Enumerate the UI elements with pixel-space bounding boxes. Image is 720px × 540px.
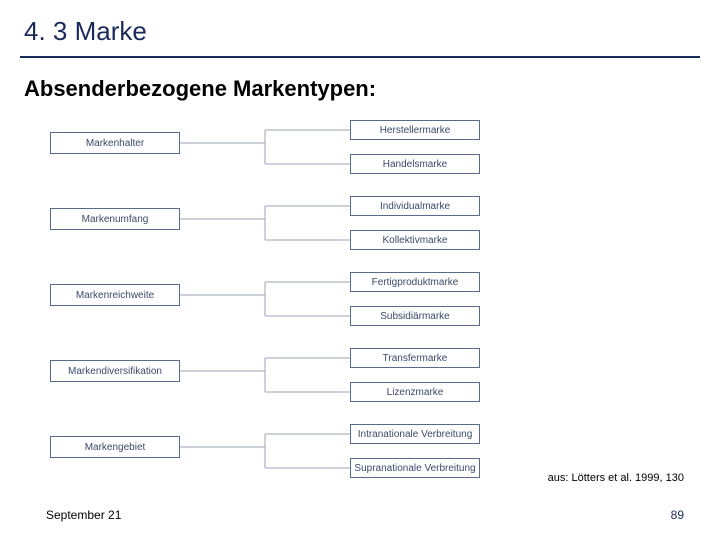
title-divider <box>20 56 700 58</box>
type-handelsmarke: Handelsmarke <box>350 154 480 174</box>
type-kollektivmarke: Kollektivmarke <box>350 230 480 250</box>
citation-text: aus: Lötters et al. 1999, 130 <box>548 472 684 484</box>
slide-title: 4. 3 Marke <box>24 16 147 47</box>
type-fertigproduktmarke: Fertigproduktmarke <box>350 272 480 292</box>
footer-page-number: 89 <box>671 508 684 522</box>
diagram-container: Markenhalter Markenumfang Markenreichweite… <box>40 120 500 490</box>
category-markengebiet: Markengebiet <box>50 436 180 458</box>
category-markenreichweite: Markenreichweite <box>50 284 180 306</box>
category-markenhalter: Markenhalter <box>50 132 180 154</box>
type-intranationale: Intranationale Verbreitung <box>350 424 480 444</box>
type-supranationale: Supranationale Verbreitung <box>350 458 480 478</box>
type-lizenzmarke: Lizenzmarke <box>350 382 480 402</box>
slide-subtitle: Absenderbezogene Markentypen: <box>24 76 376 102</box>
category-markenumfang: Markenumfang <box>50 208 180 230</box>
type-transfermarke: Transfermarke <box>350 348 480 368</box>
type-herstellermarke: Herstellermarke <box>350 120 480 140</box>
footer-date: September 21 <box>46 508 121 522</box>
type-subsidiaermarke: Subsidiärmarke <box>350 306 480 326</box>
type-individualmarke: Individualmarke <box>350 196 480 216</box>
category-markendiversifikation: Markendiversifikation <box>50 360 180 382</box>
